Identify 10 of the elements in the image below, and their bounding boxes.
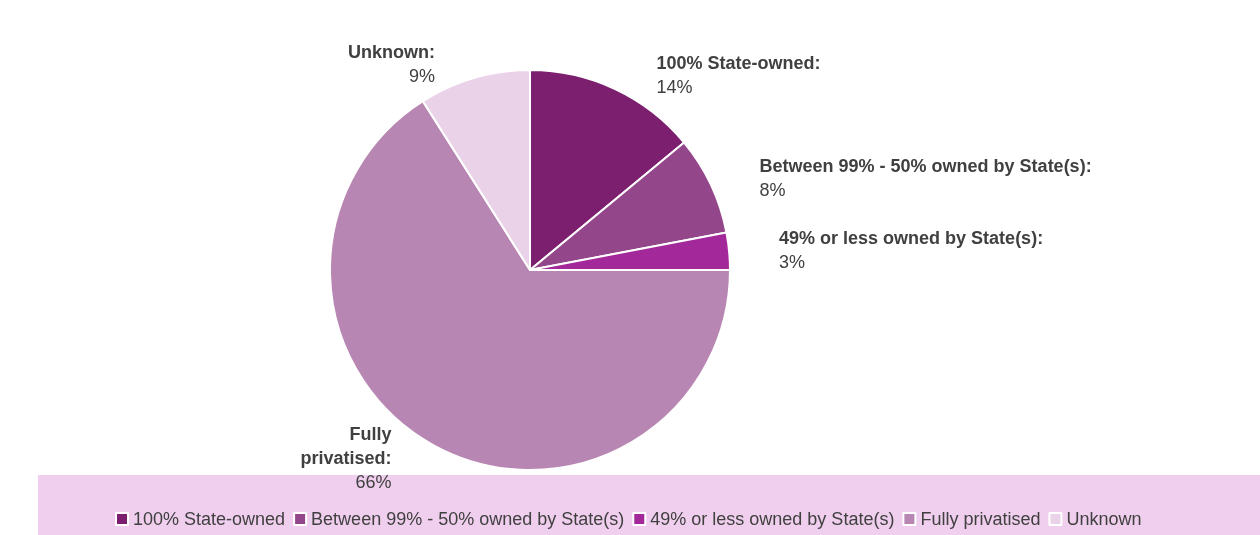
legend-label: 100% State-owned xyxy=(133,509,286,529)
data-label: Unknown: 9% xyxy=(348,41,436,86)
data-label: 49% or less owned by State(s): 3% xyxy=(779,227,1044,272)
data-label: Fully privatised: 66% xyxy=(300,424,392,493)
legend-label: 49% or less owned by State(s) xyxy=(650,509,895,529)
legend-label: Fully privatised xyxy=(920,509,1041,529)
legend-label: Unknown xyxy=(1066,509,1142,529)
legend-label: Between 99% - 50% owned by State(s) xyxy=(311,509,625,529)
data-label: Between 99% - 50% owned by State(s): 8% xyxy=(759,156,1092,201)
data-label: 100% State-owned: 14% xyxy=(656,53,821,98)
